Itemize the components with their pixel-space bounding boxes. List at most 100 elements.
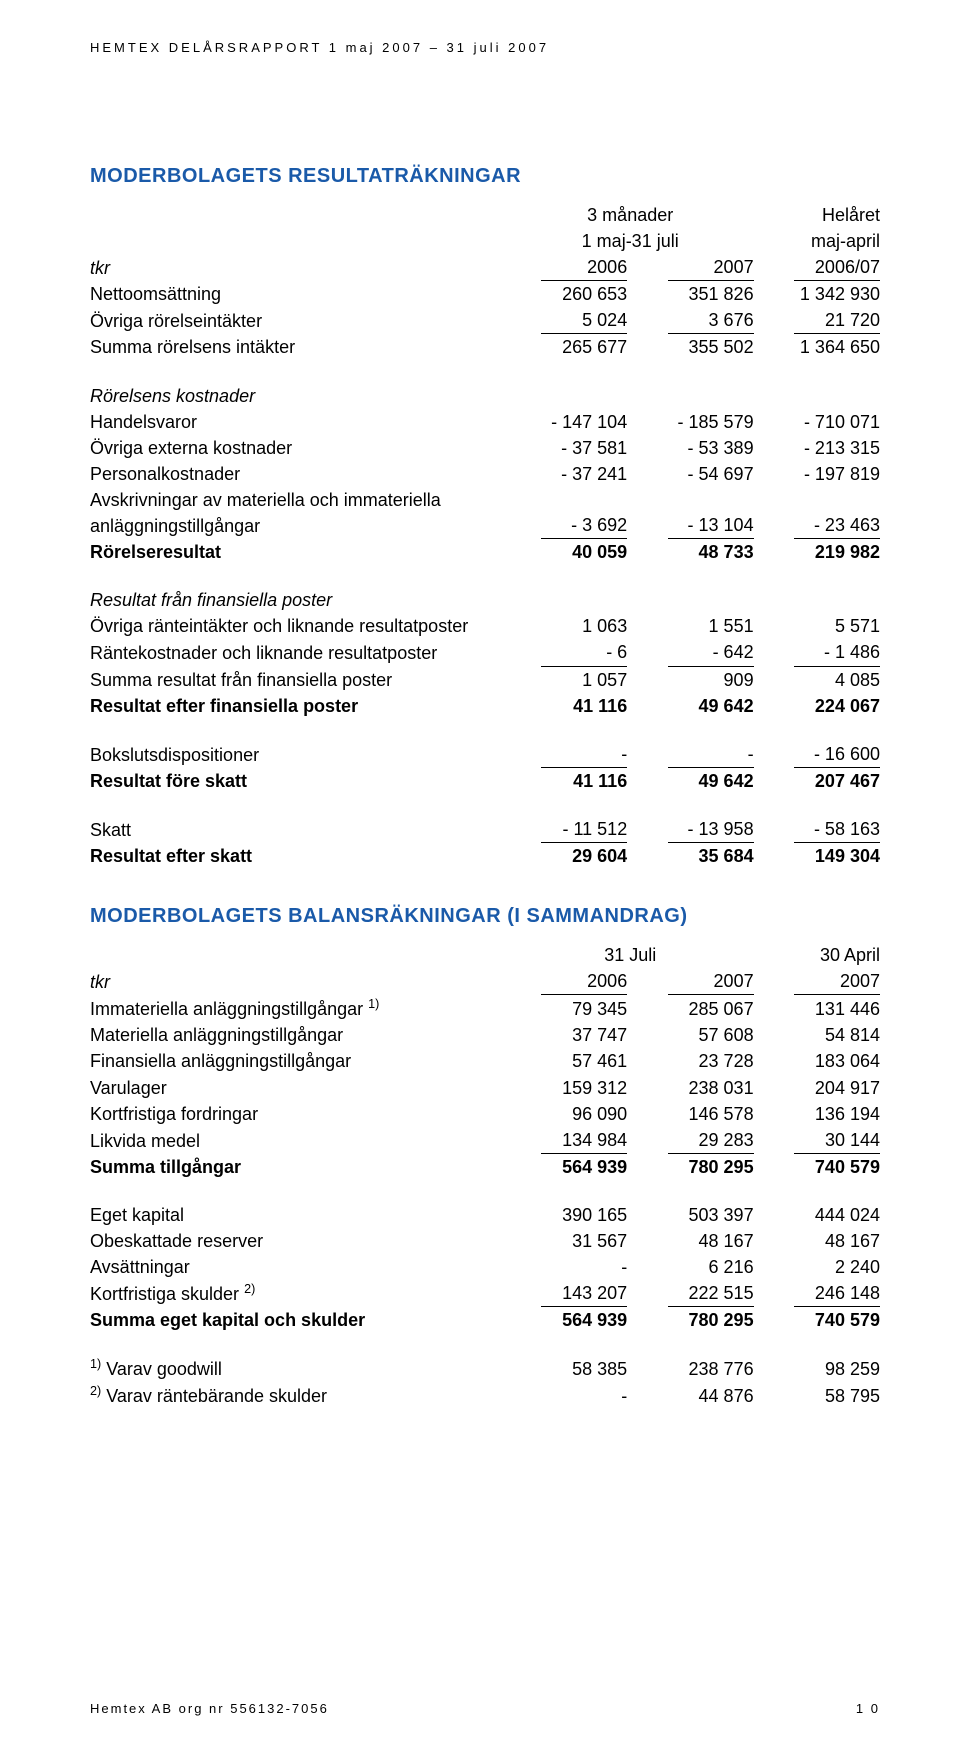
cell: 49 642 <box>627 693 753 719</box>
cell: 48 733 <box>627 539 753 565</box>
cell: 6 216 <box>627 1254 753 1280</box>
row-label: Summa eget kapital och skulder <box>90 1307 501 1333</box>
cell: 265 677 <box>501 334 627 360</box>
cell: 260 653 <box>501 281 627 307</box>
cell: - 6 <box>541 639 627 666</box>
cell: 44 876 <box>627 1382 753 1409</box>
row-label: Likvida medel <box>90 1127 501 1154</box>
cell: - 23 463 <box>794 512 880 539</box>
cell: - 58 163 <box>794 816 880 843</box>
cell: - <box>668 741 754 768</box>
cell: 5 571 <box>754 613 880 639</box>
row-label: Bokslutsdispositioner <box>90 741 501 768</box>
cell: 98 259 <box>754 1355 880 1382</box>
th-2007b: 2007 <box>794 968 880 995</box>
row-label: Resultat efter finansiella poster <box>90 693 501 719</box>
cell: 909 <box>627 667 753 693</box>
row-label: Övriga externa kostnader <box>90 435 501 461</box>
cell: 54 814 <box>754 1022 880 1048</box>
cell: 355 502 <box>627 334 753 360</box>
cell: 780 295 <box>627 1154 753 1180</box>
cell: - 37 241 <box>501 461 627 487</box>
cell: 136 194 <box>754 1101 880 1127</box>
cell: - 11 512 <box>541 816 627 843</box>
cell: 1 364 650 <box>754 334 880 360</box>
th-2007: 2007 <box>668 254 754 281</box>
footnote: 2) Varav räntebärande skulder <box>90 1382 501 1409</box>
cell: - <box>501 1382 627 1409</box>
footnote: 1) Varav goodwill <box>90 1355 501 1382</box>
row-label: Handelsvaror <box>90 409 501 435</box>
cell: 149 304 <box>754 843 880 869</box>
row-label: Resultat efter skatt <box>90 843 501 869</box>
cell: - 1 486 <box>794 639 880 666</box>
row-label: Räntekostnader och liknande resultatpost… <box>90 639 501 666</box>
footer-page-number: 1 0 <box>856 1701 880 1716</box>
cell: 222 515 <box>668 1280 754 1307</box>
income-statement-table: 3 månader Helåret 1 maj-31 juli maj-apri… <box>90 202 880 869</box>
cell: 49 642 <box>627 768 753 794</box>
cell: - <box>501 1254 627 1280</box>
row-label: Immateriella anläggningstillgångar 1) <box>90 995 501 1022</box>
cell: 390 165 <box>501 1202 627 1228</box>
cell: 134 984 <box>541 1127 627 1154</box>
cell: 238 031 <box>627 1075 753 1101</box>
cell: - 185 579 <box>627 409 753 435</box>
cell: 30 144 <box>794 1127 880 1154</box>
page-footer: Hemtex AB org nr 556132-7056 1 0 <box>90 1701 880 1716</box>
cell: 35 684 <box>627 843 753 869</box>
cell: 21 720 <box>794 307 880 334</box>
cell: 40 059 <box>501 539 627 565</box>
cell: - <box>541 741 627 768</box>
cell: 48 167 <box>754 1228 880 1254</box>
cell: 159 312 <box>501 1075 627 1101</box>
row-label: Summa tillgångar <box>90 1154 501 1180</box>
cell: 1 063 <box>501 613 627 639</box>
cell: 5 024 <box>541 307 627 334</box>
th-tkr: tkr <box>90 254 501 281</box>
cell: - 53 389 <box>627 435 753 461</box>
row-label: Avskrivningar av materiella och immateri… <box>90 487 501 539</box>
row-label: Kortfristiga fordringar <box>90 1101 501 1127</box>
row-label: Summa rörelsens intäkter <box>90 334 501 360</box>
cell: 2 240 <box>754 1254 880 1280</box>
cell: - 213 315 <box>754 435 880 461</box>
cell: 57 461 <box>501 1048 627 1074</box>
row-label: Kortfristiga skulder 2) <box>90 1280 501 1307</box>
cell: 204 917 <box>754 1075 880 1101</box>
cell: 1 551 <box>627 613 753 639</box>
cell: 246 148 <box>794 1280 880 1307</box>
balance-sheet-table: 31 Juli 30 April tkr 2006 2007 2007 Imma… <box>90 942 880 1410</box>
cell: 57 608 <box>627 1022 753 1048</box>
th-period: 1 maj-31 juli <box>501 228 754 254</box>
cell: 23 728 <box>627 1048 753 1074</box>
cell: - 16 600 <box>794 741 880 768</box>
cell: - 13 958 <box>668 816 754 843</box>
row-label: Materiella anläggningstillgångar <box>90 1022 501 1048</box>
cell: 3 676 <box>668 307 754 334</box>
th-2006: 2006 <box>541 968 627 995</box>
row-label: Avsättningar <box>90 1254 501 1280</box>
cell: 29 283 <box>668 1127 754 1154</box>
th-2006: 2006 <box>541 254 627 281</box>
subsection-label: Rörelsens kostnader <box>90 383 501 409</box>
cell: 207 467 <box>754 768 880 794</box>
cell: 564 939 <box>501 1307 627 1333</box>
cell: - 37 581 <box>501 435 627 461</box>
row-label: Skatt <box>90 816 501 843</box>
cell: - 642 <box>668 639 754 666</box>
row-label: Rörelseresultat <box>90 539 501 565</box>
cell: - 54 697 <box>627 461 753 487</box>
cell: 238 776 <box>627 1355 753 1382</box>
cell: 37 747 <box>501 1022 627 1048</box>
cell: 740 579 <box>754 1154 880 1180</box>
cell: 31 567 <box>501 1228 627 1254</box>
th-period-year: maj-april <box>754 228 880 254</box>
cell: 224 067 <box>754 693 880 719</box>
cell: 780 295 <box>627 1307 753 1333</box>
cell: 29 604 <box>501 843 627 869</box>
row-label: Nettoomsättning <box>90 281 501 307</box>
th-tkr: tkr <box>90 968 501 995</box>
cell: - 710 071 <box>754 409 880 435</box>
cell: 444 024 <box>754 1202 880 1228</box>
